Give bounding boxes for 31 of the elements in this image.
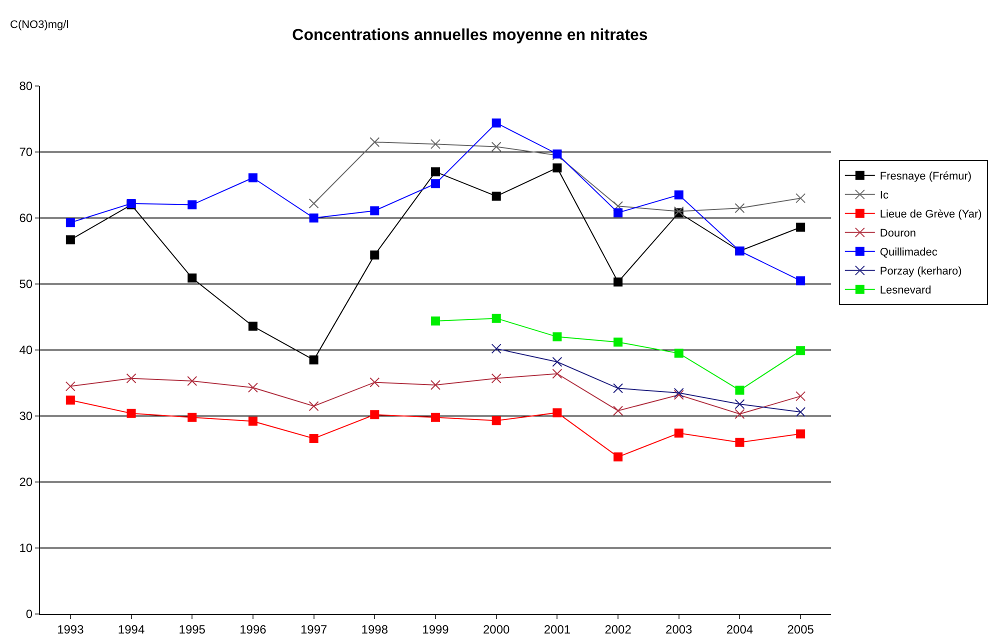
legend-label: Lesnevard [880,284,932,297]
y-tick-label: 80 [19,79,33,94]
y-tick-label: 30 [19,409,33,424]
legend-label: Fresnaye (Frémur) [880,170,972,183]
x-tick-label: 1998 [361,622,388,636]
x-tick-label: 2003 [666,622,693,636]
y-tick-label: 40 [19,343,33,358]
legend-label: Porzay (kerharo) [880,266,962,278]
x-tick-label: 1995 [178,622,206,636]
y-axis-title: C(NO3)mg/l [10,19,69,31]
x-tick-label: 2001 [544,622,571,636]
x-tick-label: 2004 [726,622,754,636]
y-tick-label: 70 [19,145,33,160]
x-tick-label: 2002 [604,622,632,636]
x-tick-label: 1997 [300,622,328,636]
y-tick-label: 0 [26,607,33,622]
y-tick-label: 20 [19,475,33,490]
x-tick-label: 2005 [787,622,814,636]
y-tick-label: 60 [19,211,33,226]
legend-label: Quillimadec [880,246,938,259]
x-tick-label: 1993 [57,622,84,636]
legend-label: Douron [880,228,916,240]
legend-label: Ic [880,190,889,202]
x-tick-label: 2000 [483,622,510,636]
y-tick-label: 10 [19,541,33,556]
chart-title: Concentrations annuelles moyenne en nitrates [292,26,648,44]
x-tick-label: 1996 [240,622,267,636]
x-tick-label: 1994 [118,622,145,636]
x-tick-label: 1999 [422,622,450,636]
y-tick-label: 50 [19,277,33,292]
legend-label: Lieue de Grève (Yar) [880,208,982,221]
